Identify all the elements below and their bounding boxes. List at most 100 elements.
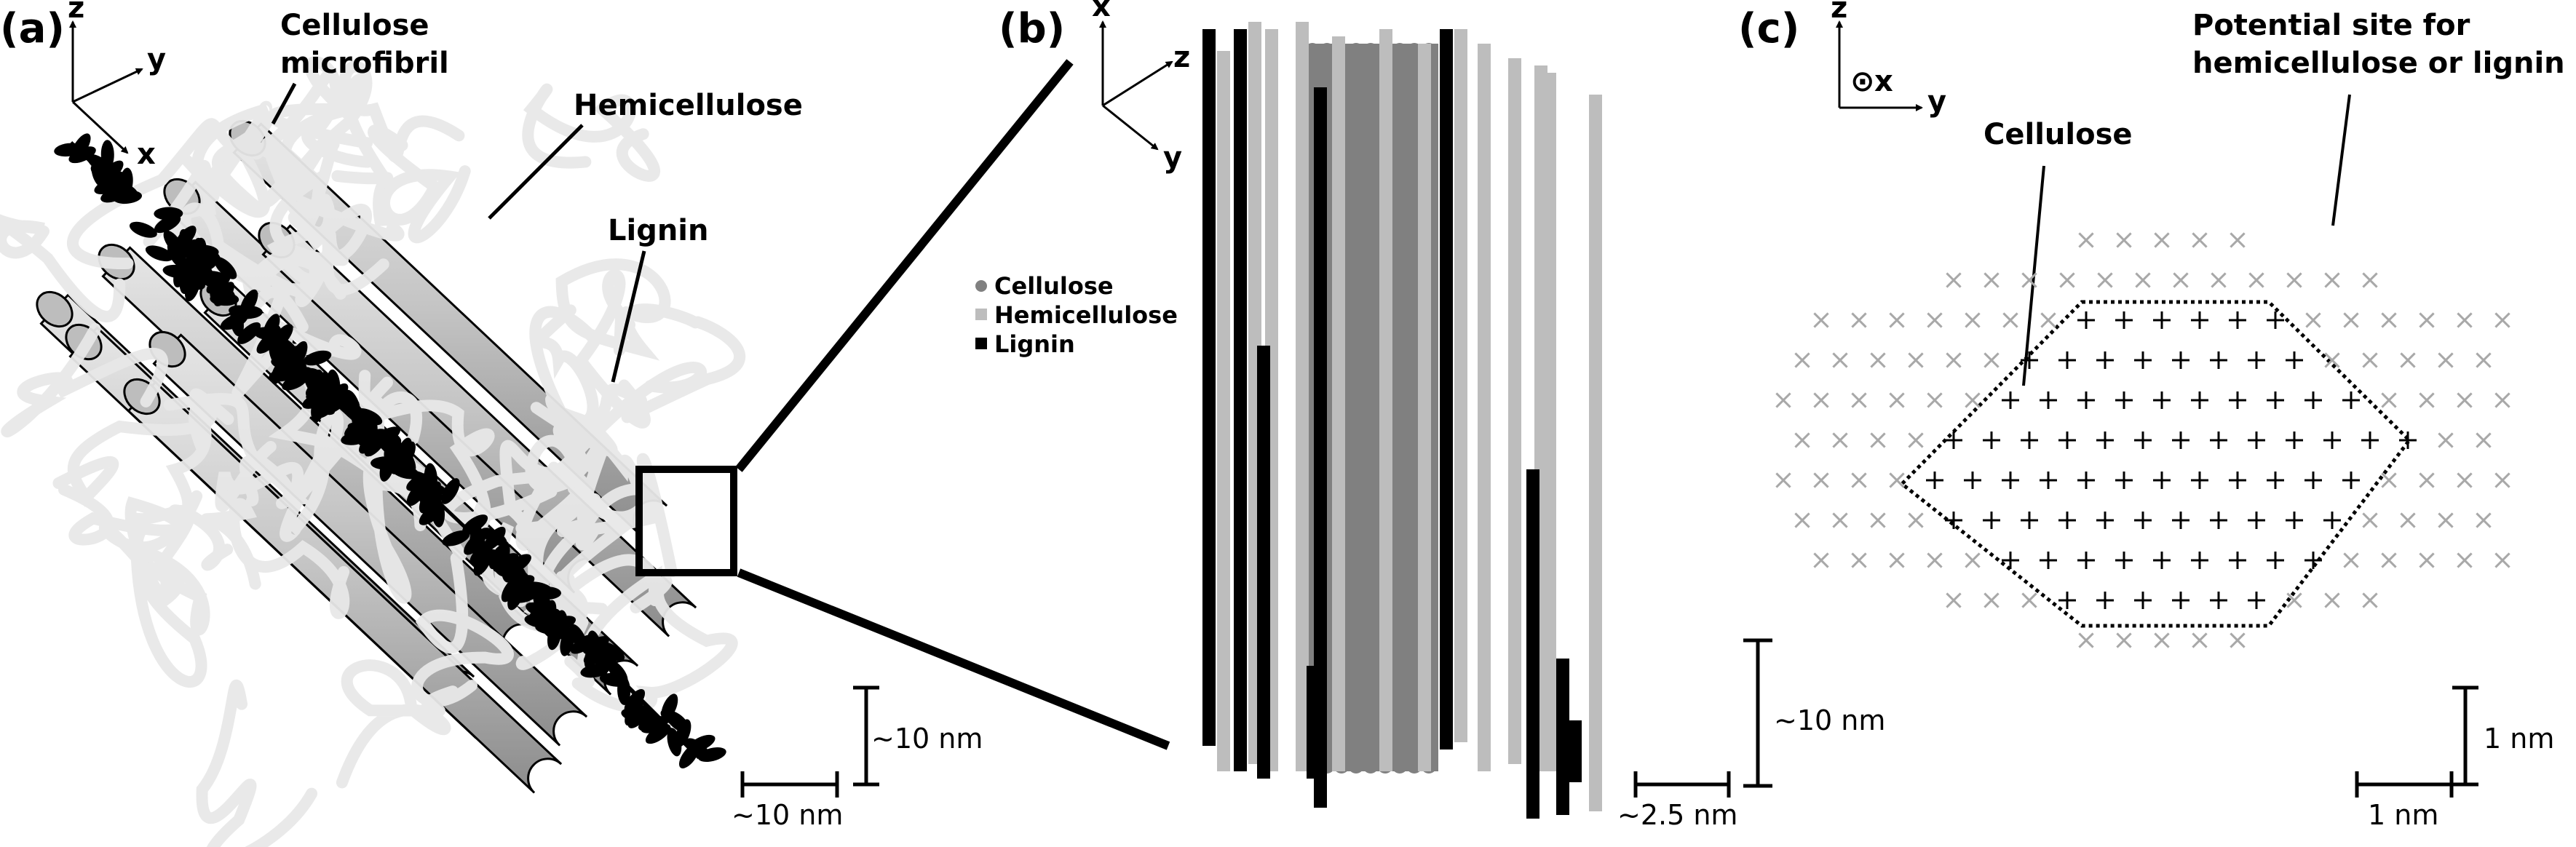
cellulose-site-plus (2229, 472, 2246, 489)
panel-a-scale-bar-horizontal: ~10 nm (732, 771, 843, 831)
potential-site-cross (2192, 632, 2208, 648)
cellulose-site-plus (2342, 472, 2360, 489)
hemicellulose-chain (1478, 44, 1491, 771)
lignin-unit (599, 672, 629, 687)
lignin-unit (220, 313, 248, 330)
lignin-unit (344, 389, 361, 418)
label-cellulose-line2: microfibril (280, 47, 449, 80)
cellulose-site-plus (2134, 351, 2152, 369)
lignin-chain (1569, 720, 1582, 782)
potential-site-cross (2381, 552, 2397, 568)
hemicellulose-chain (1379, 29, 1392, 771)
cellulose-site-plus (2304, 391, 2322, 409)
lignin-unit (665, 711, 689, 733)
lignin-unit (364, 416, 378, 446)
panel-b-scale-bar-vertical: ~10 nm (1743, 638, 1885, 788)
potential-site-cross (2059, 272, 2075, 288)
label-cellulose-site: Cellulose (1983, 118, 2133, 151)
cellulose-site-plus (2058, 512, 2076, 529)
potential-site-cross (1813, 552, 1829, 568)
panel-c-label: (c) (1738, 5, 1799, 52)
legend-label-hemicellulose: Hemicellulose (994, 301, 1178, 329)
cellulose-site-plus (2134, 432, 2152, 449)
cellulose-site-plus (2210, 351, 2227, 369)
hemicellulose-strand (499, 361, 708, 551)
cellulose-site-plus (2286, 432, 2303, 449)
cellulose-cross-section-outline (1899, 300, 2412, 628)
lignin-unit (431, 498, 445, 528)
lignin-unit (554, 610, 568, 640)
panel-c-scale-horizontal-label: 1 nm (2368, 799, 2438, 831)
lignin-unit (442, 530, 470, 546)
potential-site-cross (1983, 352, 2000, 368)
panel-a-scale-bar-vertical: ~10 nm (853, 685, 983, 787)
potential-site-cross (2116, 232, 2132, 248)
cellulose-bead (1363, 757, 1379, 774)
hemicellulose-strand (411, 552, 514, 707)
cellulose-site-plus (2002, 552, 2019, 569)
potential-site-cross (2438, 432, 2454, 448)
lignin-unit (441, 478, 460, 504)
cellulose-site-plus (2248, 432, 2265, 449)
potential-site-cross (1889, 312, 1905, 328)
lignin-unit (214, 256, 237, 279)
hemicellulose-strand (1, 322, 168, 437)
potential-site-cross (1813, 472, 1829, 488)
panel-c-scale-bar-horizontal: 1 nm (2355, 771, 2454, 831)
potential-site-cross (2230, 632, 2246, 648)
lignin-unit (624, 688, 646, 714)
potential-site-cross (1927, 312, 1943, 328)
hemicellulose-chain (1418, 44, 1431, 771)
potential-site-cross (1813, 312, 1829, 328)
lignin-unit (167, 241, 185, 268)
panel-b-axis-y: y (1163, 141, 1182, 175)
potential-site-cross (1965, 552, 1981, 568)
simulation-snapshot (1202, 22, 1602, 819)
cellulose-site-plus (2115, 391, 2133, 409)
potential-site-cross (2002, 312, 2018, 328)
potential-site-cross (1775, 392, 1791, 408)
hemicellulose-strand (163, 393, 312, 509)
cellulose-site-plus (2115, 552, 2133, 569)
lignin-unit (93, 172, 122, 188)
lignin-chain (1440, 29, 1453, 749)
cellulose-site-plus (2134, 512, 2152, 529)
label-lignin: Lignin (608, 214, 709, 247)
label-potential-line1: Potential site for (2192, 9, 2470, 42)
hemicellulose-strand (288, 181, 389, 295)
cellulose-site-plus (2399, 432, 2417, 449)
potential-site-cross (1908, 512, 1924, 528)
hemicellulose-strand (555, 258, 702, 361)
cellulose-site-plus (2153, 311, 2171, 329)
cellulose-site-plus (2134, 592, 2152, 609)
cellulose-site-plus (1926, 472, 1943, 489)
potential-site-cross (2419, 312, 2435, 328)
panel-b-label: (b) (999, 5, 1065, 52)
cellulose-site-plus (2210, 592, 2227, 609)
lignin-unit (54, 143, 83, 157)
panel-a-scale-vertical-label: ~10 nm (871, 723, 983, 755)
hemicellulose-strand (242, 228, 334, 333)
lignin-unit (688, 734, 716, 752)
panel-a: (a) z y x Cellulose microfibril Hemicell… (0, 0, 983, 847)
potential-site-cross (2494, 472, 2510, 488)
potential-site-cross (1870, 352, 1886, 368)
cellulose-site-plus (2002, 472, 2019, 489)
lignin-unit (154, 215, 181, 234)
lignin-unit (145, 245, 173, 262)
potential-site-cross (1965, 392, 1981, 408)
potential-site-cross (1946, 592, 1962, 608)
potential-site-cross (2078, 632, 2094, 648)
potential-site-cross (2154, 632, 2170, 648)
cellulose-site-plus (1983, 432, 2000, 449)
potential-site-cross (1927, 552, 1943, 568)
lignin-unit (312, 383, 333, 408)
hemicellulose-strand (568, 316, 746, 439)
panel-a-axes-triad: z y x (68, 0, 166, 171)
potential-site-cross (1908, 432, 1924, 448)
cellulose-site-plus (2267, 311, 2284, 329)
potential-site-cross (1832, 352, 1848, 368)
cellulose-site-plus (2323, 432, 2341, 449)
lignin-chain (1257, 346, 1270, 779)
cylinder-end-cap (36, 290, 74, 328)
